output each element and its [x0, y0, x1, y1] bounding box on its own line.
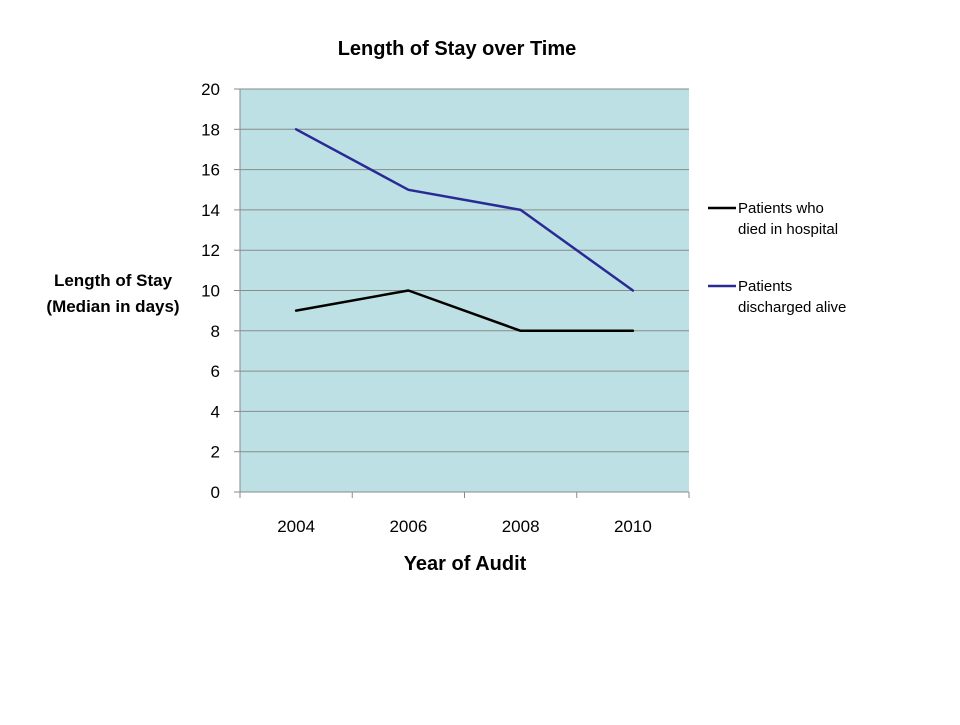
- legend-label-2: discharged alive: [738, 299, 846, 316]
- x-tick-label: 2010: [614, 517, 652, 536]
- y-tick-label: 6: [211, 362, 220, 381]
- y-tick-label: 12: [201, 241, 220, 260]
- legend-label-1: Patients who: [738, 200, 824, 217]
- plot-area: 0 2 4 6 8 10 12 14 16 18 20 2004 2006 2008 2010: [201, 80, 689, 536]
- y-axis-label-line-1: Length of Stay: [54, 271, 173, 290]
- x-tick-label: 2006: [389, 517, 427, 536]
- legend-label-1: died in hospital: [738, 221, 838, 238]
- x-tick-label: 2008: [502, 517, 540, 536]
- legend-label-2: Patients: [738, 278, 792, 295]
- y-tick-label: 14: [201, 201, 220, 220]
- y-tick-label: 18: [201, 120, 220, 139]
- legend: Patients who died in hospital Patients disc…: [708, 200, 846, 316]
- y-tick-label: 0: [211, 483, 220, 502]
- y-tick-label: 2: [211, 443, 220, 462]
- chart-title: Length of Stay over Time: [338, 38, 577, 60]
- x-axis-label: Year of Audit: [404, 553, 527, 575]
- y-tick-label: 4: [211, 402, 220, 421]
- x-tick-label: 2004: [277, 517, 315, 536]
- y-axis-label-line-2: (Median in days): [46, 297, 179, 316]
- y-tick-label: 10: [201, 282, 220, 301]
- y-tick-label: 8: [211, 322, 220, 341]
- y-tick-label: 16: [201, 161, 220, 180]
- y-tick-label: 20: [201, 80, 220, 99]
